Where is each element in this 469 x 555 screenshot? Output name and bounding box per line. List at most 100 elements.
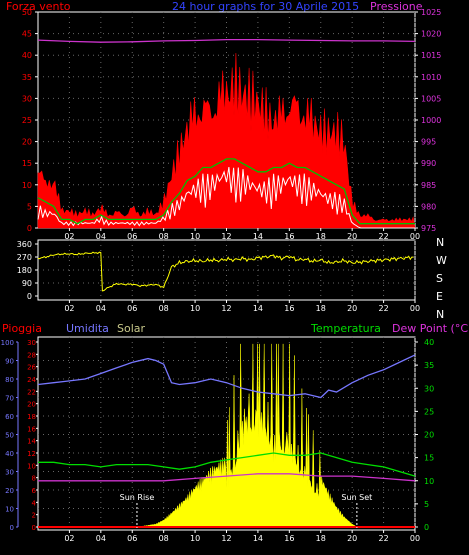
rain-y-tick-label: 10 [27, 462, 36, 470]
rain-y-tick-label: 26 [27, 364, 36, 372]
x-tick-label: 02 [64, 304, 74, 313]
rain-y-tick-label: 8 [32, 475, 36, 483]
wind-y-tick-label: 25 [22, 116, 32, 125]
rain-y-tick-label: 20 [27, 401, 36, 409]
x-tick-label: 08 [159, 304, 169, 313]
direction-y-tick-label: 180 [17, 266, 32, 275]
wind-y-tick-label: 40 [22, 51, 32, 60]
x-tick-label: 08 [159, 232, 169, 241]
temp-y-tick-label: 10 [424, 477, 434, 486]
sunset-label: Sun Set [341, 493, 372, 502]
humidity-line [37, 354, 416, 399]
wind-gust-area [37, 52, 416, 229]
rain-y-tick-label: 24 [27, 376, 36, 384]
wind-panel: 0510152025303540455097598098599099510001… [22, 8, 442, 241]
x-tick-label: 20 [347, 232, 357, 241]
pressure-y-tick-label: 1005 [421, 94, 441, 103]
temp-y-tick-label: 40 [424, 338, 434, 347]
x-tick-label: 22 [378, 534, 388, 543]
humidity-y-tick-label: 30 [5, 469, 14, 477]
pressure-y-tick-label: 990 [421, 159, 436, 168]
solar-area [136, 343, 358, 528]
pressure-y-tick-label: 1010 [421, 73, 441, 82]
humidity-y-tick-label: 80 [5, 376, 14, 384]
humidity-y-tick-label: 60 [5, 413, 14, 421]
humidity-y-tick-label: 0 [10, 524, 14, 532]
x-tick-label: 06 [127, 232, 137, 241]
rain-y-tick-label: 12 [27, 450, 36, 458]
pressure-y-tick-label: 975 [421, 224, 436, 233]
x-tick-label: 20 [347, 304, 357, 313]
rain-y-tick-label: 2 [32, 512, 36, 520]
compass-label: W [436, 254, 447, 267]
x-tick-label: 04 [96, 534, 106, 543]
x-tick-label: 18 [316, 534, 326, 543]
pressure-y-tick-label: 980 [421, 202, 436, 211]
pressure-y-tick-label: 1025 [421, 8, 441, 17]
dewpoint-line [38, 473, 416, 482]
x-tick-label: 12 [221, 304, 231, 313]
wind-avg-line [37, 158, 415, 225]
wind-direction-line [37, 251, 414, 292]
temp-y-tick-label: 30 [424, 384, 434, 393]
pressure-y-tick-label: 995 [421, 138, 436, 147]
x-tick-label: 16 [284, 304, 294, 313]
rain-y-tick-label: 6 [32, 487, 37, 495]
rain-y-tick-label: 28 [27, 351, 36, 359]
rain-y-tick-label: 0 [32, 524, 36, 532]
pressure-y-tick-label: 1000 [421, 116, 441, 125]
wind-y-tick-label: 30 [22, 94, 32, 103]
compass-label: S [436, 272, 443, 285]
direction-y-tick-label: 270 [17, 253, 32, 262]
wind-y-tick-label: 45 [22, 30, 32, 39]
wind-y-tick-label: 15 [22, 159, 32, 168]
sunrise-label: Sun Rise [120, 493, 155, 502]
x-tick-label: 14 [253, 534, 263, 543]
pressure-y-tick-label: 985 [421, 181, 436, 190]
rain-y-tick-label: 30 [27, 339, 36, 347]
x-tick-label: 08 [159, 534, 169, 543]
temp-y-tick-label: 20 [424, 431, 434, 440]
weather-panel: Sun Rise Sun Set0246810121416182022242628… [1, 337, 434, 543]
wind-y-tick-label: 35 [22, 73, 32, 82]
x-tick-label: 00 [410, 534, 420, 543]
compass-label: N [436, 308, 444, 321]
humidity-axis-label: Umidita [66, 322, 109, 335]
temp-y-tick-label: 15 [424, 454, 434, 463]
wind-y-tick-label: 20 [22, 138, 32, 147]
temperature-axis-label: Temperatura [310, 322, 381, 335]
solar-axis-label: Solar [117, 322, 146, 335]
x-tick-label: 00 [410, 304, 420, 313]
x-tick-label: 04 [96, 232, 106, 241]
humidity-y-tick-label: 10 [5, 506, 14, 514]
x-tick-label: 14 [253, 304, 263, 313]
pressure-y-tick-label: 1020 [421, 30, 441, 39]
x-tick-label: 18 [316, 304, 326, 313]
x-tick-label: 20 [347, 534, 357, 543]
direction-y-tick-label: 0 [27, 292, 32, 301]
x-tick-label: 10 [190, 232, 200, 241]
rain-axis-label: Pioggia [2, 322, 42, 335]
x-tick-label: 16 [284, 232, 294, 241]
humidity-y-tick-label: 40 [5, 450, 14, 458]
pressure-y-tick-label: 1015 [421, 51, 441, 60]
wind-axis-label: Forza vento [6, 0, 71, 13]
humidity-y-tick-label: 50 [5, 432, 14, 440]
x-tick-label: 02 [64, 534, 74, 543]
rain-y-tick-label: 22 [27, 388, 36, 396]
x-tick-label: 22 [378, 304, 388, 313]
wind-y-tick-label: 5 [27, 202, 32, 211]
rain-y-tick-label: 14 [27, 438, 36, 446]
pressure-axis-label: Pressione [370, 0, 423, 13]
direction-y-tick-label: 90 [22, 279, 32, 288]
x-tick-label: 00 [410, 232, 420, 241]
rain-y-tick-label: 18 [27, 413, 36, 421]
x-tick-label: 06 [127, 304, 137, 313]
compass-label: N [436, 236, 444, 249]
temp-y-tick-label: 5 [424, 500, 429, 509]
x-tick-label: 14 [253, 232, 263, 241]
dewpoint-axis-label: Dew Point (°C) [392, 322, 469, 335]
temperature-line [38, 452, 416, 477]
